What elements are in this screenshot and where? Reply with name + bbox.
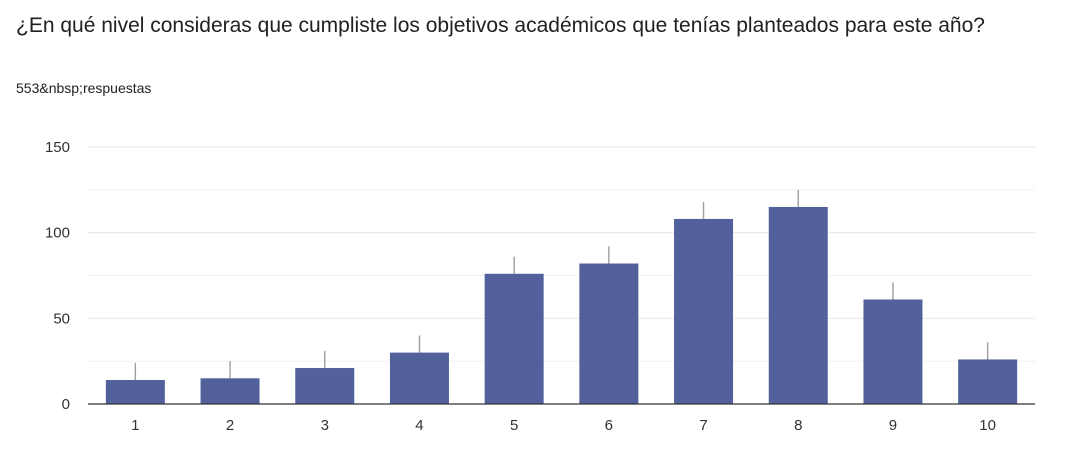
x-tick-label: 7 (699, 417, 707, 434)
y-tick-label: 50 (53, 310, 70, 327)
error-bars (134, 189, 989, 381)
question-title: ¿En qué nivel consideras que cumpliste l… (16, 14, 985, 37)
y-tick-label: 150 (45, 139, 70, 156)
y-axis-ticks: 0 50 100 150 (45, 139, 70, 413)
x-tick-label: 6 (605, 417, 613, 434)
response-count: 553&nbsp;respuestas (16, 80, 152, 96)
x-tick-label: 8 (794, 417, 802, 434)
x-tick-label: 10 (979, 417, 996, 434)
x-tick-label: 4 (415, 417, 423, 434)
bar (579, 263, 639, 404)
x-tick-label: 2 (226, 417, 234, 434)
y-tick-label: 100 (45, 225, 70, 242)
bar (295, 368, 355, 404)
x-tick-label: 3 (321, 417, 329, 434)
bar (768, 206, 828, 404)
x-axis-ticks: 1 2 3 4 5 6 7 8 9 10 (131, 417, 996, 434)
x-tick-label: 5 (510, 417, 518, 434)
x-tick-label: 9 (889, 417, 897, 434)
bar (105, 380, 165, 404)
bar (389, 352, 449, 404)
bar (958, 359, 1018, 404)
bar (200, 378, 260, 404)
y-tick-label: 0 (62, 396, 70, 413)
bar (674, 218, 734, 404)
bar (484, 273, 544, 404)
bars (105, 206, 1018, 404)
x-tick-label: 1 (131, 417, 139, 434)
bar (863, 299, 923, 404)
